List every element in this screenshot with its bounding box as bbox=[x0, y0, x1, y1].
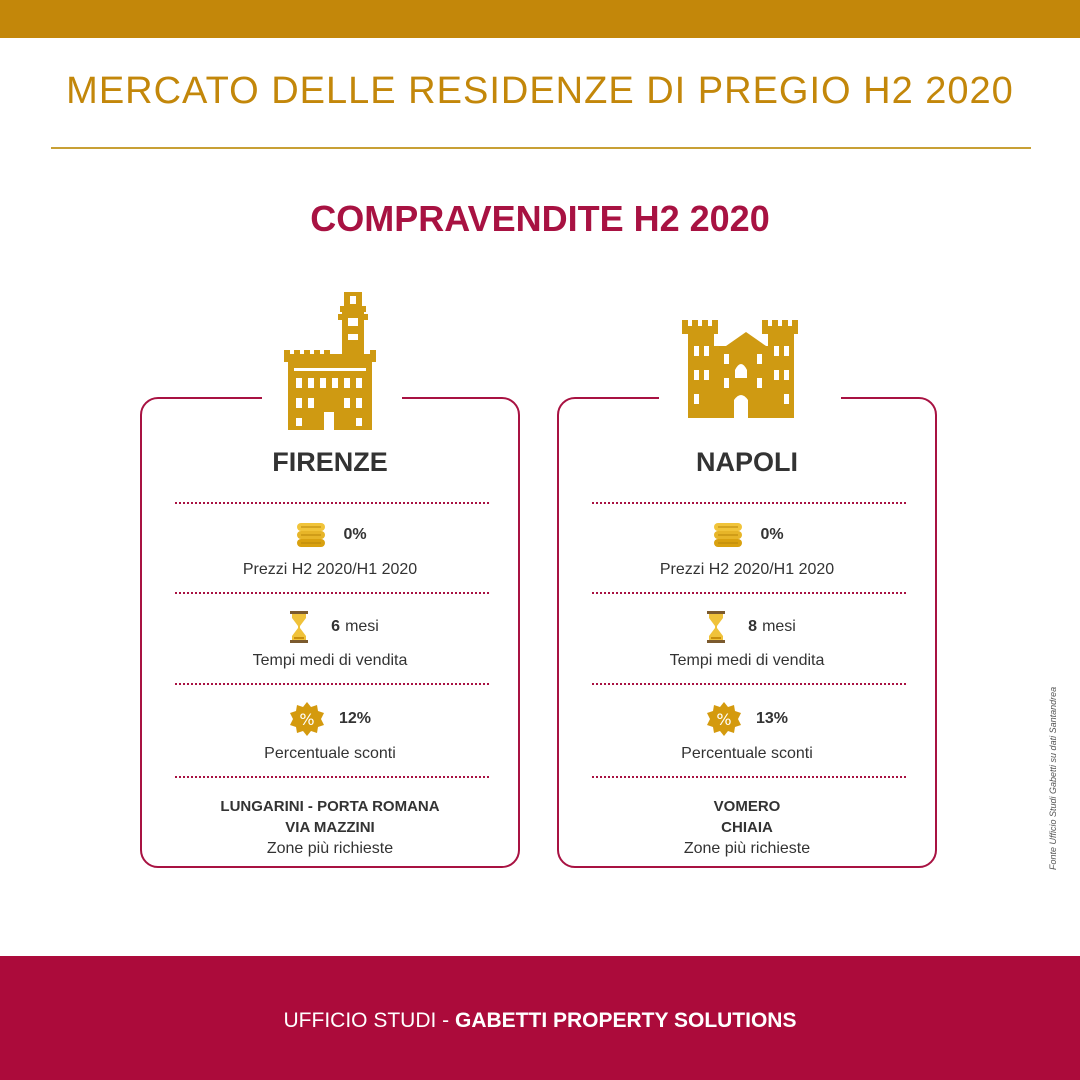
dotted-divider bbox=[175, 502, 489, 504]
discount-badge-icon: % bbox=[706, 702, 741, 736]
zone-line: VIA MAZZINI bbox=[285, 819, 375, 836]
discount-badge-icon: % bbox=[289, 702, 324, 736]
title-divider bbox=[51, 147, 1031, 149]
dotted-divider bbox=[592, 776, 906, 778]
city-card-firenze: FIRENZE 0% Prezzi H2 2020/H1 2020 6 mesi… bbox=[140, 394, 520, 868]
florence-palace-icon bbox=[284, 292, 376, 430]
time-unit: mesi bbox=[345, 618, 379, 635]
hourglass-icon bbox=[707, 611, 726, 643]
price-value: 0% bbox=[760, 526, 784, 543]
dotted-divider bbox=[592, 592, 906, 594]
discount-label: Percentuale sconti bbox=[681, 745, 813, 762]
zone-line: LUNGARINI - PORTA ROMANA bbox=[220, 798, 440, 815]
discount-label: Percentuale sconti bbox=[264, 745, 396, 762]
zone-line: VOMERO bbox=[713, 798, 781, 815]
discount-stat: % 12% bbox=[142, 701, 518, 737]
price-value: 0% bbox=[343, 526, 367, 543]
source-note: Fonte Ufficio Studi Gabetti su dati Sant… bbox=[1048, 686, 1058, 870]
price-label: Prezzi H2 2020/H1 2020 bbox=[659, 561, 835, 578]
discount-stat: % 13% bbox=[559, 701, 935, 737]
section-title: COMPRAVENDITE H2 2020 bbox=[310, 198, 770, 239]
top-zones: VOMERO CHIAIA Zone più richieste bbox=[559, 796, 935, 859]
zones-caption: Zone più richieste bbox=[266, 840, 394, 857]
coins-icon bbox=[714, 523, 743, 547]
footer-prefix: UFFICIO STUDI - bbox=[283, 1009, 455, 1032]
zones-caption: Zone più richieste bbox=[683, 840, 811, 857]
time-value: 8 bbox=[748, 618, 758, 635]
footer-brand: GABETTI PROPERTY SOLUTIONS bbox=[455, 1009, 797, 1032]
price-stat: 0% bbox=[142, 517, 518, 553]
footer-text: UFFICIO STUDI - GABETTI PROPERTY SOLUTIO… bbox=[0, 1009, 1080, 1033]
dotted-divider bbox=[175, 592, 489, 594]
zone-line: CHIAIA bbox=[721, 819, 773, 836]
dotted-divider bbox=[175, 683, 489, 685]
time-stat: 8 mesi bbox=[559, 609, 935, 645]
svg-text:%: % bbox=[716, 710, 731, 729]
city-card-napoli: NAPOLI 0% Prezzi H2 2020/H1 2020 8 mesi … bbox=[557, 394, 937, 868]
time-label: Tempi medi di vendita bbox=[669, 652, 825, 669]
page-title: MERCATO DELLE RESIDENZE DI PREGIO H2 202… bbox=[66, 70, 1014, 112]
time-unit: mesi bbox=[762, 618, 796, 635]
discount-value: 12% bbox=[338, 710, 372, 727]
price-stat: 0% bbox=[559, 517, 935, 553]
time-value: 6 bbox=[331, 618, 341, 635]
top-zones: LUNGARINI - PORTA ROMANA VIA MAZZINI Zon… bbox=[142, 796, 518, 859]
coins-icon bbox=[297, 523, 326, 547]
city-name: NAPOLI bbox=[695, 447, 798, 477]
price-label: Prezzi H2 2020/H1 2020 bbox=[242, 561, 418, 578]
time-label: Tempi medi di vendita bbox=[252, 652, 408, 669]
time-stat: 6 mesi bbox=[142, 609, 518, 645]
footer: UFFICIO STUDI - GABETTI PROPERTY SOLUTIO… bbox=[0, 956, 1080, 1080]
dotted-divider bbox=[592, 502, 906, 504]
naples-castle-icon bbox=[682, 320, 798, 418]
dotted-divider bbox=[175, 776, 489, 778]
hourglass-icon bbox=[290, 611, 309, 643]
city-name: FIRENZE bbox=[272, 447, 388, 477]
discount-value: 13% bbox=[755, 710, 789, 727]
top-band bbox=[0, 0, 1080, 38]
dotted-divider bbox=[592, 683, 906, 685]
svg-text:%: % bbox=[299, 710, 314, 729]
